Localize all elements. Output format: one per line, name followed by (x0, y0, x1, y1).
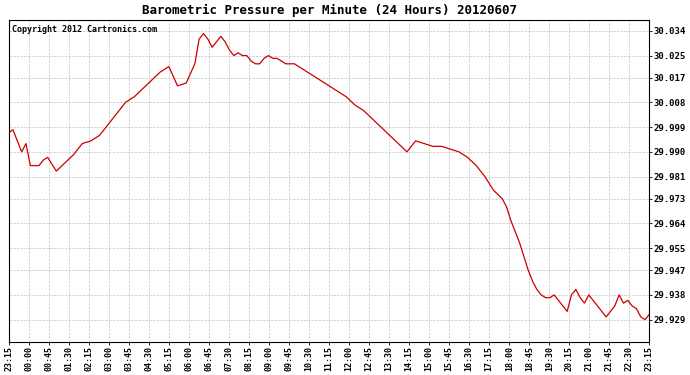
Title: Barometric Pressure per Minute (24 Hours) 20120607: Barometric Pressure per Minute (24 Hours… (141, 4, 517, 17)
Text: Copyright 2012 Cartronics.com: Copyright 2012 Cartronics.com (12, 25, 157, 34)
